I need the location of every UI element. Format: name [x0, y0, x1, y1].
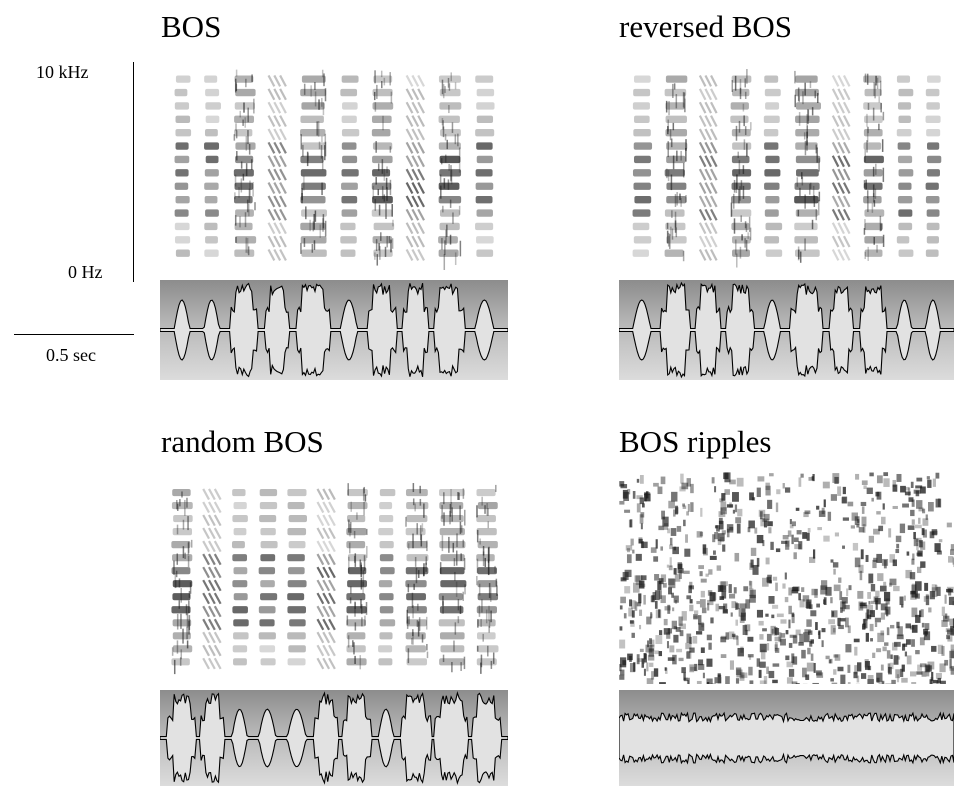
- envelope-random-bos: [160, 690, 508, 786]
- spectrogram-syllable: [475, 75, 494, 256]
- spectrogram-random-bos: [160, 472, 508, 684]
- spectrogram-syllable: [476, 485, 498, 674]
- spectrogram-syllable: [633, 75, 652, 256]
- amplitude-envelope: [619, 283, 954, 377]
- spectrogram-syllable: [203, 489, 220, 669]
- time-scale-bar: [14, 334, 134, 335]
- envelope-bos: [160, 280, 508, 380]
- spectrogram-syllable: [269, 75, 286, 260]
- spectrogram-syllable: [926, 75, 942, 256]
- amplitude-envelope: [160, 693, 508, 783]
- spectrogram-syllable: [405, 483, 428, 665]
- envelope-bos-ripples: [619, 690, 954, 786]
- freq-min-label: 0 Hz: [68, 262, 103, 282]
- spectrogram-syllable: [259, 489, 278, 665]
- spectrogram-syllable: [300, 70, 327, 257]
- spectrogram-bos-ripples: [619, 472, 954, 684]
- spectrogram-syllable: [287, 489, 307, 665]
- spectrogram-bos: [160, 58, 508, 276]
- spectrogram-syllable: [317, 489, 334, 669]
- spectrogram-syllable: [665, 75, 688, 261]
- time-scale-label: 0.5 sec: [46, 345, 96, 365]
- spectrogram-syllable: [833, 75, 850, 260]
- freq-max-label: 10 kHz: [36, 62, 89, 82]
- spectrogram-syllable: [171, 489, 192, 674]
- panel-title-bos: BOS: [161, 10, 221, 44]
- spectrogram-syllable: [794, 71, 821, 263]
- spectrogram-syllable: [730, 69, 751, 267]
- spectrogram-syllable: [175, 75, 192, 256]
- amplitude-envelope: [619, 713, 954, 763]
- spectrogram-syllable: [439, 488, 467, 672]
- spectrogram-syllable: [378, 489, 395, 665]
- frequency-scale-bar: [133, 62, 134, 282]
- spectrogram-syllable: [204, 75, 221, 256]
- spectrogram-syllable: [897, 75, 914, 256]
- spectrogram-syllable: [863, 74, 884, 261]
- ripple-texture: [619, 472, 954, 684]
- spectrogram-reversed-bos: [619, 58, 954, 276]
- spectrogram-syllable: [372, 70, 394, 265]
- spectrogram-syllable: [438, 72, 461, 270]
- amplitude-envelope: [160, 283, 508, 377]
- panel-title-reversed-bos: reversed BOS: [619, 10, 792, 44]
- envelope-reversed-bos: [619, 280, 954, 380]
- panel-title-random-bos: random BOS: [161, 425, 324, 459]
- spectrogram-syllable: [700, 75, 717, 260]
- panel-title-bos-ripples: BOS ripples: [619, 425, 771, 459]
- spectrogram-syllable: [764, 75, 782, 256]
- spectrogram-syllable: [407, 75, 424, 260]
- spectrogram-syllable: [346, 483, 368, 669]
- spectrogram-syllable: [234, 70, 257, 257]
- spectrogram-syllable: [340, 75, 359, 256]
- spectrogram-syllable: [232, 489, 249, 665]
